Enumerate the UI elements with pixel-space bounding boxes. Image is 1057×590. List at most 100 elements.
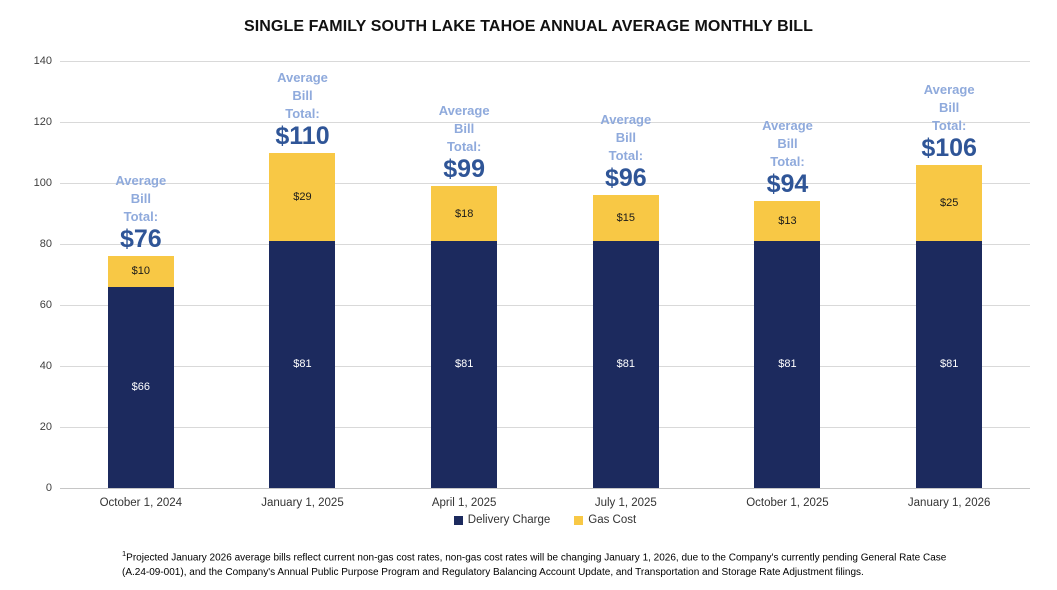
gridline [60,426,1030,428]
legend-item-delivery-charge: Delivery Charge [453,514,551,526]
average-bill-annotation: Average Bill Total: $76 [115,172,166,252]
average-bill-label-line: Total: [931,117,967,133]
bar-column: Average Bill Total: $76 $10 $66 [60,61,222,488]
gridline [60,243,1030,245]
delivery-charge-value: $81 [939,358,959,371]
gas-cost-segment: $13 [754,201,821,241]
x-axis-label: July 1, 2025 [594,497,657,509]
y-axis-tick-label: 0 [45,482,52,494]
stacked-bar: $13 $81 [754,201,821,488]
x-axis-line [60,487,1030,489]
delivery-charge-segment: $81 [916,240,983,488]
delivery-charge-segment: $66 [107,286,174,488]
gridline [60,182,1030,184]
delivery-charge-value: $81 [293,358,312,371]
y-axis-tick-label: 80 [39,238,52,250]
y-axis-tick-label: 20 [39,421,52,433]
x-axis-label: April 1, 2025 [431,497,497,509]
average-bill-label-line: Bill [615,130,636,146]
y-axis-tick-label: 40 [39,360,52,372]
average-bill-label-line: Bill [454,121,475,137]
gas-cost-value: $15 [616,212,635,225]
legend-label-gas-cost: Gas Cost [588,514,637,526]
plot-area: 0 20 40 60 80 100 120 140 Average Bill Total: $76… [34,55,1030,494]
delivery-charge-swatch-icon [453,515,463,525]
gas-cost-value: $13 [778,215,797,228]
gas-cost-segment: $10 [107,256,174,287]
average-bill-label-line: Bill [292,87,313,103]
gas-cost-segment: $29 [269,152,336,241]
gas-cost-value: $10 [131,265,150,278]
legend-label-delivery-charge: Delivery Charge [467,514,551,526]
x-axis-label: January 1, 2025 [261,497,344,509]
y-axis-tick-label: 140 [33,55,52,67]
gridline [60,365,1030,367]
average-bill-total: $99 [443,155,485,184]
delivery-charge-segment: $81 [754,240,821,488]
bar-column: Average Bill Total: $96 $15 $81 [545,61,707,488]
average-bill-label-line: Average [115,173,167,189]
delivery-charge-segment: $81 [269,240,336,488]
average-bill-label: Average Bill Total: [600,111,651,165]
bar-column: Average Bill Total: $106 $25 $81 [868,61,1030,488]
average-bill-total: $110 [275,121,330,150]
average-bill-label-line: Total: [123,209,159,225]
gas-cost-value: $29 [293,190,312,203]
delivery-charge-value: $81 [778,358,797,371]
stacked-bar: $15 $81 [592,195,659,488]
bar-column: Average Bill Total: $110 $29 $81 [222,61,384,488]
y-axis-tick-label: 100 [33,177,52,189]
average-bill-label: Average Bill Total: [439,102,490,156]
bar-column: Average Bill Total: $94 $13 $81 [707,61,869,488]
average-bill-label-line: Total: [608,148,644,164]
chart-title: SINGLE FAMILY SOUTH LAKE TAHOE ANNUAL AV… [243,18,814,35]
average-bill-label: Average Bill Total: [115,172,166,226]
average-bill-label-line: Total: [446,139,482,155]
bar-column: Average Bill Total: $99 $18 $81 [383,61,545,488]
gas-cost-segment: $15 [592,195,659,241]
average-bill-total: $96 [604,164,647,193]
average-bill-label: Average Bill Total: [762,117,813,171]
average-bill-annotation: Average Bill Total: $96 [600,111,651,191]
footnote-superscript: 1 [122,549,127,558]
average-bill-label-line: Total: [285,105,320,121]
gridline [60,121,1030,123]
stacked-bar: $25 $81 [916,164,983,488]
gas-cost-value: $18 [454,207,474,220]
average-bill-label: Average Bill Total: [921,81,977,135]
x-axis-labels: October 1, 2024 January 1, 2025 April 1, 2… [60,497,1030,513]
average-bill-label-line: Bill [130,191,151,207]
x-axis-label: January 1, 2026 [907,497,991,509]
average-bill-label-line: Average [762,118,813,134]
average-bill-total: $94 [766,170,809,199]
average-bill-annotation: Average Bill Total: $99 [439,102,490,182]
delivery-charge-value: $81 [616,358,635,371]
gas-cost-segment: $18 [431,186,498,241]
average-bill-annotation: Average Bill Total: $110 [275,69,329,149]
average-bill-label-line: Total: [770,154,805,170]
average-bill-total: $106 [921,133,977,162]
average-bill-total: $76 [119,225,162,254]
x-axis-label: October 1, 2025 [746,497,829,509]
average-bill-annotation: Average Bill Total: $94 [762,117,813,197]
average-bill-label-line: Average [277,69,328,85]
average-bill-annotation: Average Bill Total: $106 [921,81,977,161]
legend: Delivery Charge Gas Cost [60,514,1030,526]
gridline [60,60,1030,62]
gas-cost-segment: $25 [916,164,983,241]
gas-cost-value: $25 [939,196,959,209]
delivery-charge-value: $81 [454,358,474,371]
delivery-charge-value: $66 [131,381,150,394]
footnote: 1Projected January 2026 average bills re… [122,546,968,580]
gridline [60,304,1030,306]
average-bill-label-line: Average [438,103,490,119]
average-bill-label-line: Average [600,112,652,128]
average-bill-label-line: Average [923,81,975,97]
x-axis-label: October 1, 2024 [99,497,183,509]
stacked-bar: $18 $81 [431,186,498,488]
stacked-bar: $29 $81 [269,152,336,488]
gas-cost-swatch-icon [574,515,584,525]
delivery-charge-segment: $81 [592,240,659,488]
footnote-text: Projected January 2026 average bills ref… [122,552,947,579]
y-axis-tick-label: 60 [39,299,52,311]
